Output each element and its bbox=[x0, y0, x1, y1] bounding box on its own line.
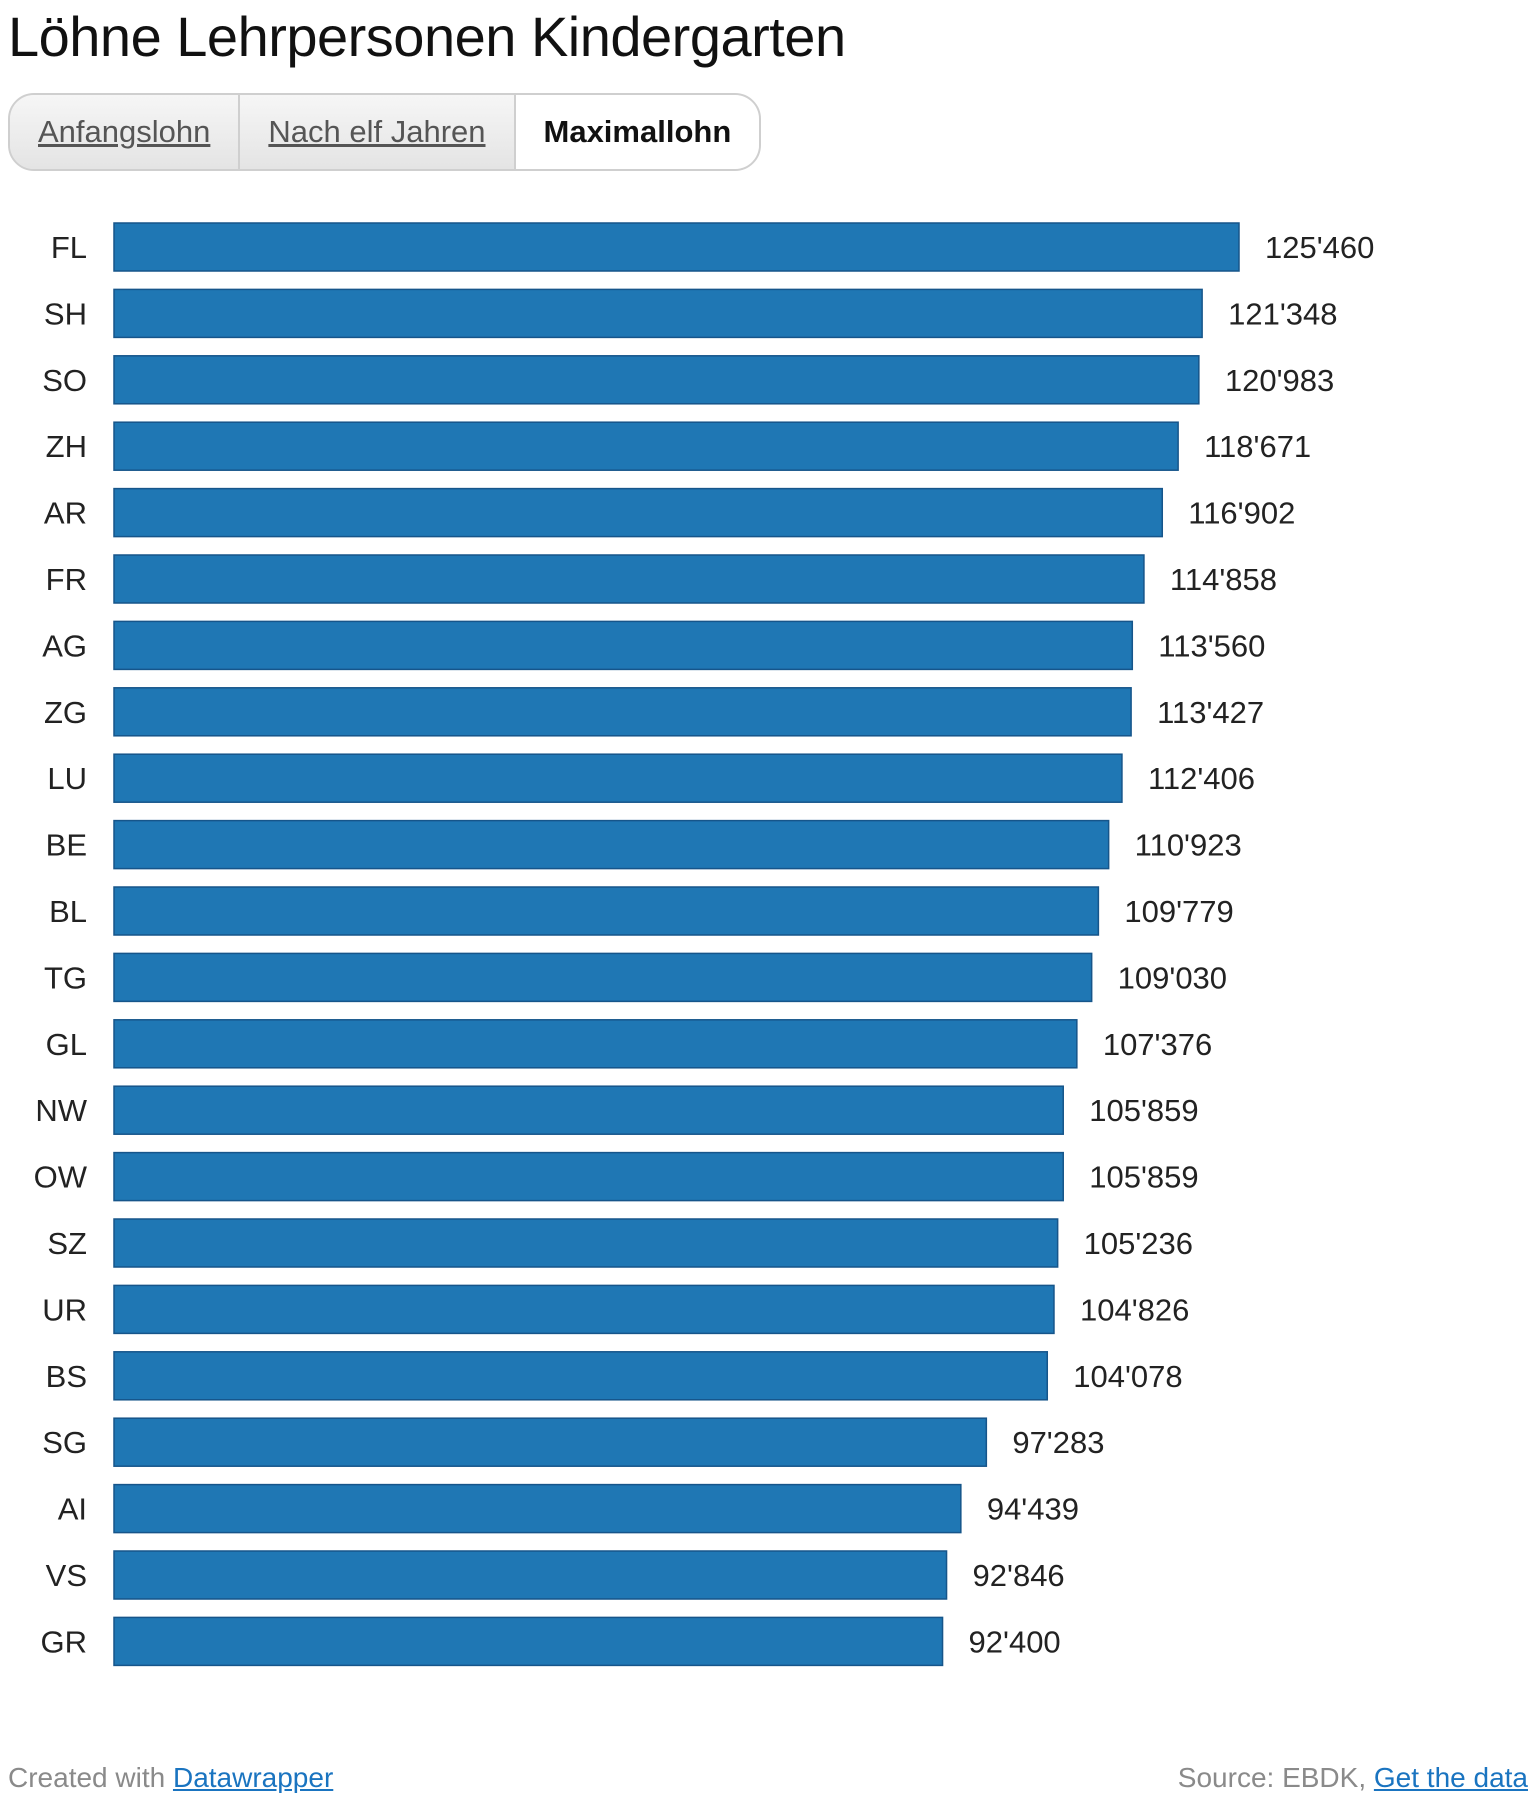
bar-tg bbox=[113, 952, 1093, 1003]
value-label-zh: 118'671 bbox=[1204, 429, 1311, 464]
tab-maximallohn[interactable]: Maximallohn bbox=[515, 95, 760, 169]
bar-sh bbox=[113, 288, 1203, 339]
bar-sg bbox=[113, 1417, 988, 1467]
category-label-ai: AI bbox=[58, 1492, 87, 1527]
category-label-sh: SH bbox=[44, 296, 87, 331]
footer-source: Source: EBDK, Get the data bbox=[1178, 1762, 1528, 1794]
bar-zh bbox=[113, 421, 1179, 471]
bar-ur bbox=[113, 1284, 1055, 1335]
datawrapper-link[interactable]: Datawrapper bbox=[172, 1762, 334, 1793]
bar-zg bbox=[113, 687, 1132, 737]
bar-ar bbox=[113, 487, 1164, 538]
value-label-tg: 109'030 bbox=[1118, 960, 1227, 995]
value-label-so: 120'983 bbox=[1225, 363, 1334, 398]
value-label-sz: 105'236 bbox=[1084, 1226, 1193, 1261]
category-label-bs: BS bbox=[46, 1359, 87, 1394]
bar-gr bbox=[113, 1616, 944, 1667]
category-label-ow: OW bbox=[34, 1160, 88, 1195]
value-label-gr: 92'400 bbox=[969, 1624, 1061, 1659]
bar-chart: FL 125'460 SH 121'348 SO 120'983 ZH 118'671 AR 11… bbox=[34, 222, 1374, 1667]
tab-bar: Anfangslohn Nach elf Jahren Maximallohn bbox=[8, 93, 762, 171]
value-label-vs: 92'846 bbox=[973, 1558, 1065, 1593]
bar-lu bbox=[113, 753, 1123, 803]
category-label-tg: TG bbox=[44, 960, 87, 995]
value-label-be: 110'923 bbox=[1135, 828, 1242, 863]
chart-title: Löhne Lehrpersonen Kindergarten bbox=[8, 5, 846, 68]
value-label-nw: 105'859 bbox=[1089, 1093, 1198, 1128]
bar-sz bbox=[113, 1218, 1059, 1268]
bar-ag bbox=[113, 620, 1134, 671]
category-label-sz: SZ bbox=[47, 1226, 87, 1261]
bar-be bbox=[113, 819, 1110, 870]
created-with-text: Created with bbox=[8, 1762, 166, 1793]
bar-ow bbox=[113, 1151, 1064, 1202]
value-label-ai: 94'439 bbox=[987, 1492, 1079, 1527]
bar-bs bbox=[113, 1351, 1049, 1401]
bar-vs bbox=[113, 1550, 948, 1600]
get-the-data-link[interactable]: Get the data bbox=[1373, 1762, 1528, 1793]
footer-credit: Created with Datawrapper bbox=[8, 1762, 333, 1794]
bar-nw bbox=[113, 1085, 1064, 1135]
category-label-ag: AG bbox=[42, 628, 87, 663]
category-label-fr: FR bbox=[46, 562, 87, 597]
category-label-fl: FL bbox=[51, 230, 87, 265]
value-label-ag: 113'560 bbox=[1158, 628, 1265, 663]
bar-so bbox=[113, 355, 1200, 405]
bar-fr bbox=[113, 554, 1145, 604]
tab-anfangslohn[interactable]: Anfangslohn bbox=[10, 95, 241, 169]
value-label-zg: 113'427 bbox=[1157, 695, 1264, 730]
category-label-sg: SG bbox=[42, 1425, 87, 1460]
bar-bl bbox=[113, 886, 1100, 936]
category-label-be: BE bbox=[46, 828, 87, 863]
category-label-gl: GL bbox=[46, 1027, 87, 1062]
category-label-so: SO bbox=[42, 363, 87, 398]
value-label-ow: 105'859 bbox=[1089, 1160, 1198, 1195]
value-label-ar: 116'902 bbox=[1188, 496, 1295, 531]
category-label-nw: NW bbox=[35, 1093, 87, 1128]
category-label-bl: BL bbox=[49, 894, 87, 929]
category-label-ar: AR bbox=[44, 496, 87, 531]
source-text: Source: EBDK, bbox=[1177, 1762, 1367, 1793]
value-label-bl: 109'779 bbox=[1124, 894, 1233, 929]
value-label-sh: 121'348 bbox=[1228, 296, 1337, 331]
value-label-gl: 107'376 bbox=[1103, 1027, 1212, 1062]
value-label-fl: 125'460 bbox=[1265, 230, 1374, 265]
category-label-gr: GR bbox=[41, 1624, 88, 1659]
value-label-fr: 114'858 bbox=[1170, 562, 1277, 597]
category-label-zg: ZG bbox=[44, 695, 87, 730]
category-label-vs: VS bbox=[46, 1558, 87, 1593]
bar-ai bbox=[113, 1483, 962, 1534]
bar-gl bbox=[113, 1019, 1078, 1069]
value-label-ur: 104'826 bbox=[1080, 1292, 1189, 1327]
tab-nach-elf-jahren[interactable]: Nach elf Jahren bbox=[240, 95, 516, 169]
category-label-lu: LU bbox=[47, 761, 87, 796]
category-label-ur: UR bbox=[42, 1292, 87, 1327]
value-label-bs: 104'078 bbox=[1073, 1359, 1182, 1394]
bar-fl bbox=[113, 222, 1240, 272]
value-label-lu: 112'406 bbox=[1148, 761, 1255, 796]
category-label-zh: ZH bbox=[46, 429, 87, 464]
value-label-sg: 97'283 bbox=[1012, 1425, 1104, 1460]
